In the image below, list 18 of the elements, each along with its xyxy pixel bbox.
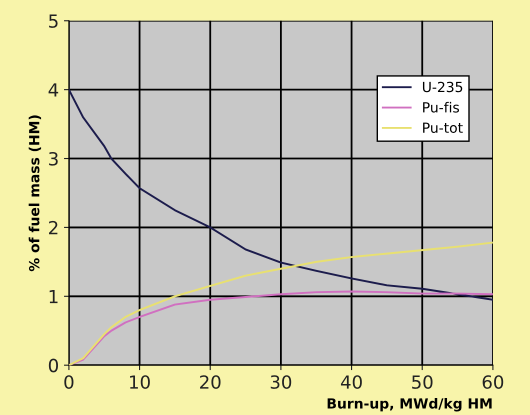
- x-axis-title: Burn-up, MWd/kg HM: [328, 398, 492, 412]
- x-tick-label: 30: [270, 375, 292, 389]
- legend-label: Pu-fis: [423, 102, 460, 113]
- y-tick-label: 3: [49, 152, 58, 166]
- x-tick-label: 60: [482, 375, 504, 389]
- x-tick-label: 20: [200, 375, 221, 389]
- x-tick-label: 0: [64, 375, 74, 389]
- x-tick-label: 50: [412, 375, 433, 389]
- y-tick-label: 2: [49, 220, 58, 234]
- y-tick-label: 5: [49, 14, 58, 28]
- legend-label: U-235: [422, 82, 462, 92]
- y-tick-label: 1: [50, 290, 58, 304]
- legend-label: Pu-tot: [423, 122, 463, 133]
- y-tick-label: 0: [48, 358, 58, 372]
- x-tick-label: 40: [340, 375, 362, 389]
- y-tick-label: 4: [48, 83, 58, 96]
- y-axis-title: % of fuel mass (HM): [28, 115, 42, 272]
- x-tick-label: 10: [130, 375, 150, 389]
